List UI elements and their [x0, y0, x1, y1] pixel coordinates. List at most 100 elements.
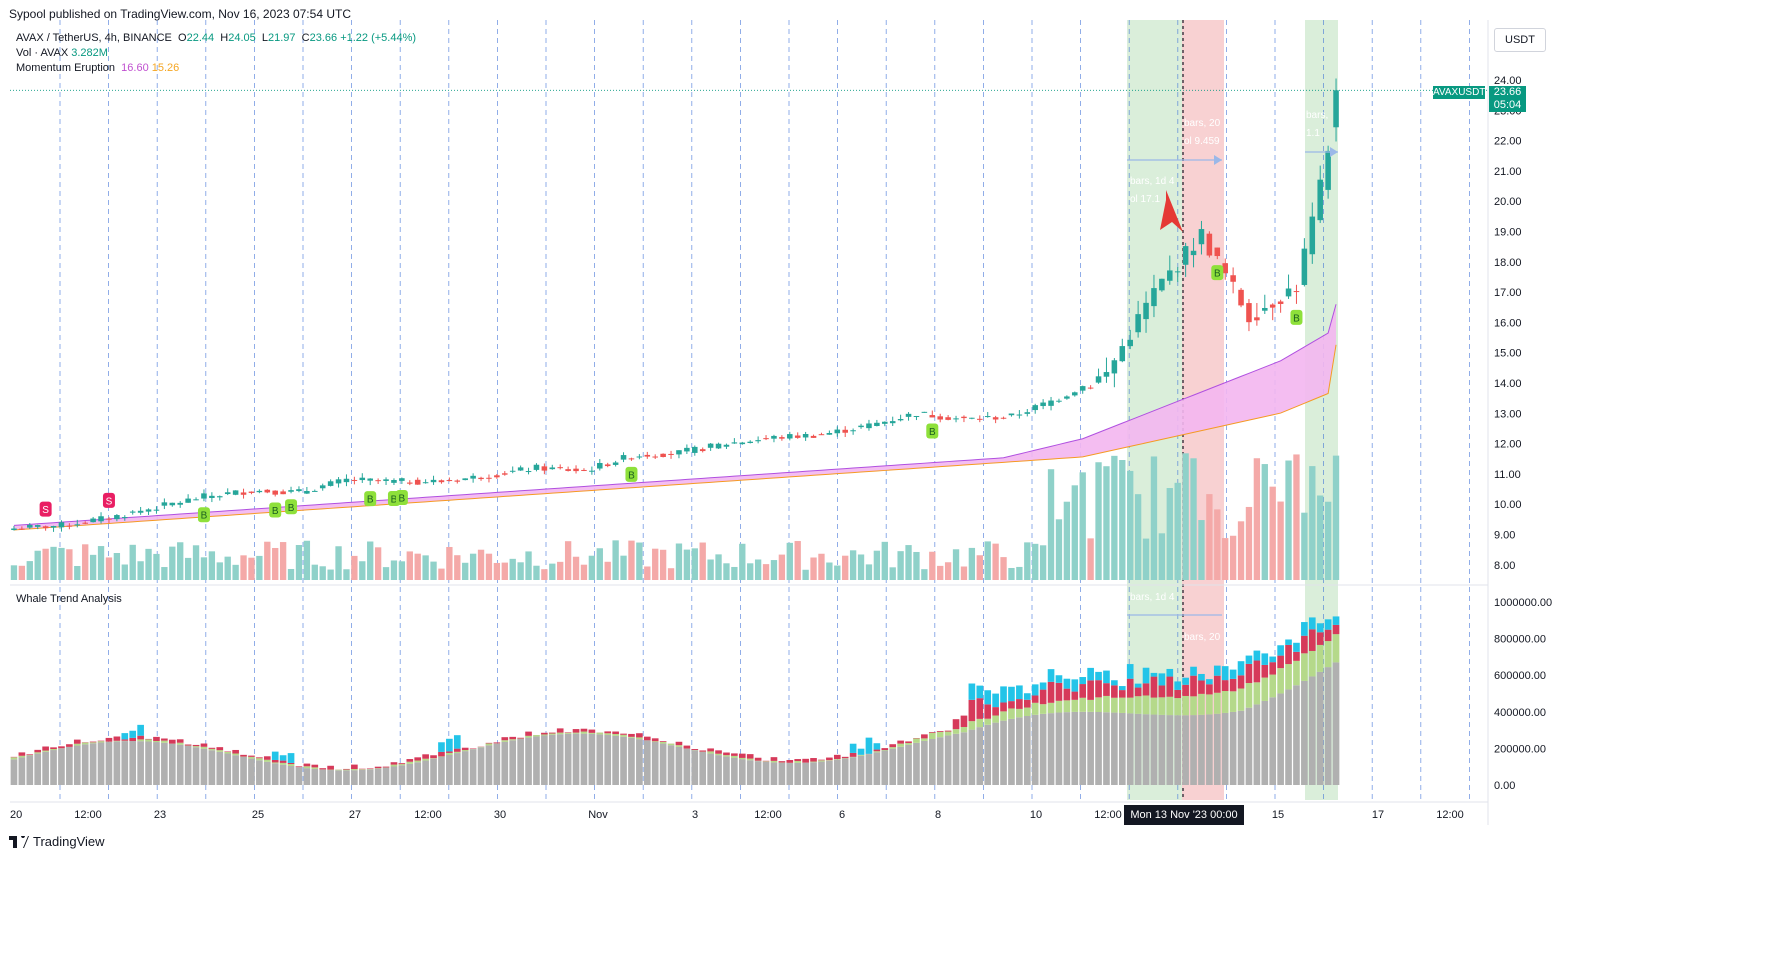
whale-cyan-segment [1285, 639, 1292, 645]
candle-body [1174, 271, 1181, 273]
whale-grey-segment [612, 735, 619, 785]
whale-stack [192, 744, 200, 785]
whale-red-segment [1221, 680, 1229, 692]
whale-grey-segment [1031, 714, 1039, 785]
tradingview-logo[interactable]: TradingView [9, 834, 105, 849]
whale-axis-tick: 800000.00 [1494, 634, 1546, 646]
candle [1048, 396, 1054, 411]
whale-green-segment [944, 731, 952, 736]
whale-stack [303, 763, 311, 785]
volume-bar [572, 556, 580, 580]
whale-grey-segment [240, 756, 247, 785]
whale-red-segment [351, 764, 358, 770]
whale-green-segment [311, 767, 319, 769]
whale-green-segment [659, 741, 667, 744]
candle [668, 450, 674, 459]
volume-bar [1000, 557, 1007, 580]
whale-red-segment [1190, 675, 1197, 697]
candle-body [280, 491, 286, 495]
buy-signal-badge: B [285, 499, 298, 515]
whale-red-segment [271, 759, 279, 763]
whale-grey-segment [1301, 680, 1308, 785]
whale-grey-segment [422, 760, 429, 785]
whale-stack [97, 740, 105, 785]
whale-cyan-segment [1008, 686, 1015, 702]
whale-green-segment [18, 755, 26, 758]
candle [715, 442, 722, 449]
candle-body [153, 509, 160, 511]
whale-green-segment [10, 757, 18, 760]
whale-stack [422, 754, 429, 785]
whale-stack [414, 757, 422, 785]
candle-body [1008, 413, 1015, 416]
whale-red-segment [311, 764, 319, 768]
whale-cyan-segment [1206, 679, 1213, 685]
candle-body [1064, 396, 1070, 399]
volume-bar [208, 551, 216, 580]
whale-green-segment [1103, 695, 1110, 713]
candle-body [652, 456, 658, 458]
whale-stack [1166, 668, 1174, 785]
chart-legend: AVAX / TetherUS, 4h, BINANCE O22.44 H24.… [16, 31, 416, 76]
buy-badge-label: B [391, 494, 398, 505]
volume-bar [406, 551, 413, 580]
whale-grey-segment [580, 733, 588, 785]
currency-unit-button[interactable]: USDT [1494, 28, 1546, 52]
whale-green-segment [992, 715, 999, 723]
candle-body [224, 492, 231, 495]
candle [34, 524, 41, 530]
whale-stack [533, 734, 540, 785]
candle-body [969, 417, 975, 419]
whale-green-segment [913, 738, 920, 743]
whale-grey-segment [1198, 714, 1205, 785]
candle [359, 473, 366, 483]
candle-body [929, 415, 936, 418]
volume-label: Vol · AVAX [16, 47, 69, 59]
candle-body [391, 479, 397, 483]
candle [502, 471, 508, 476]
whale-stack [944, 730, 952, 785]
volume-bar [105, 557, 113, 580]
whale-stack [865, 737, 873, 785]
whale-stack [1198, 673, 1205, 785]
time-axis-tick: 12:00 [754, 809, 782, 821]
whale-grey-segment [406, 763, 414, 785]
volume-bar [446, 546, 453, 580]
time-axis-tick: 12:00 [414, 809, 442, 821]
candle [763, 435, 769, 441]
whale-green-segment [533, 735, 540, 737]
volume-bar [1079, 472, 1086, 580]
whale-stack [240, 754, 247, 785]
candle-body [304, 490, 310, 494]
whale-red-segment [319, 768, 327, 770]
candle [731, 438, 738, 444]
candle [533, 463, 540, 472]
candle-body [517, 467, 524, 471]
volume-bar [1008, 567, 1015, 580]
candle [375, 478, 381, 485]
whale-green-segment [1079, 697, 1087, 712]
volume-bar [1103, 466, 1110, 580]
candle [1317, 165, 1323, 223]
indicator-value-2: 15.26 [151, 62, 180, 74]
candle-body [1000, 417, 1007, 419]
whale-red-segment [509, 736, 517, 740]
whale-red-segment [501, 737, 509, 741]
candle-body [185, 498, 191, 503]
whale-green-segment [556, 732, 564, 735]
candle [953, 415, 959, 423]
candle [335, 477, 342, 488]
whale-red-segment [485, 742, 493, 744]
time-axis-tick: 12:00 [74, 809, 102, 821]
whale-stack [525, 731, 532, 785]
volume-bar [636, 542, 643, 580]
whale-stack [319, 768, 327, 785]
candle [272, 490, 278, 497]
candle [889, 416, 896, 427]
candle [573, 465, 579, 474]
volume-bar [501, 562, 508, 580]
whale-stack [770, 757, 778, 785]
whale-stack [430, 755, 437, 785]
candle [1119, 338, 1126, 363]
